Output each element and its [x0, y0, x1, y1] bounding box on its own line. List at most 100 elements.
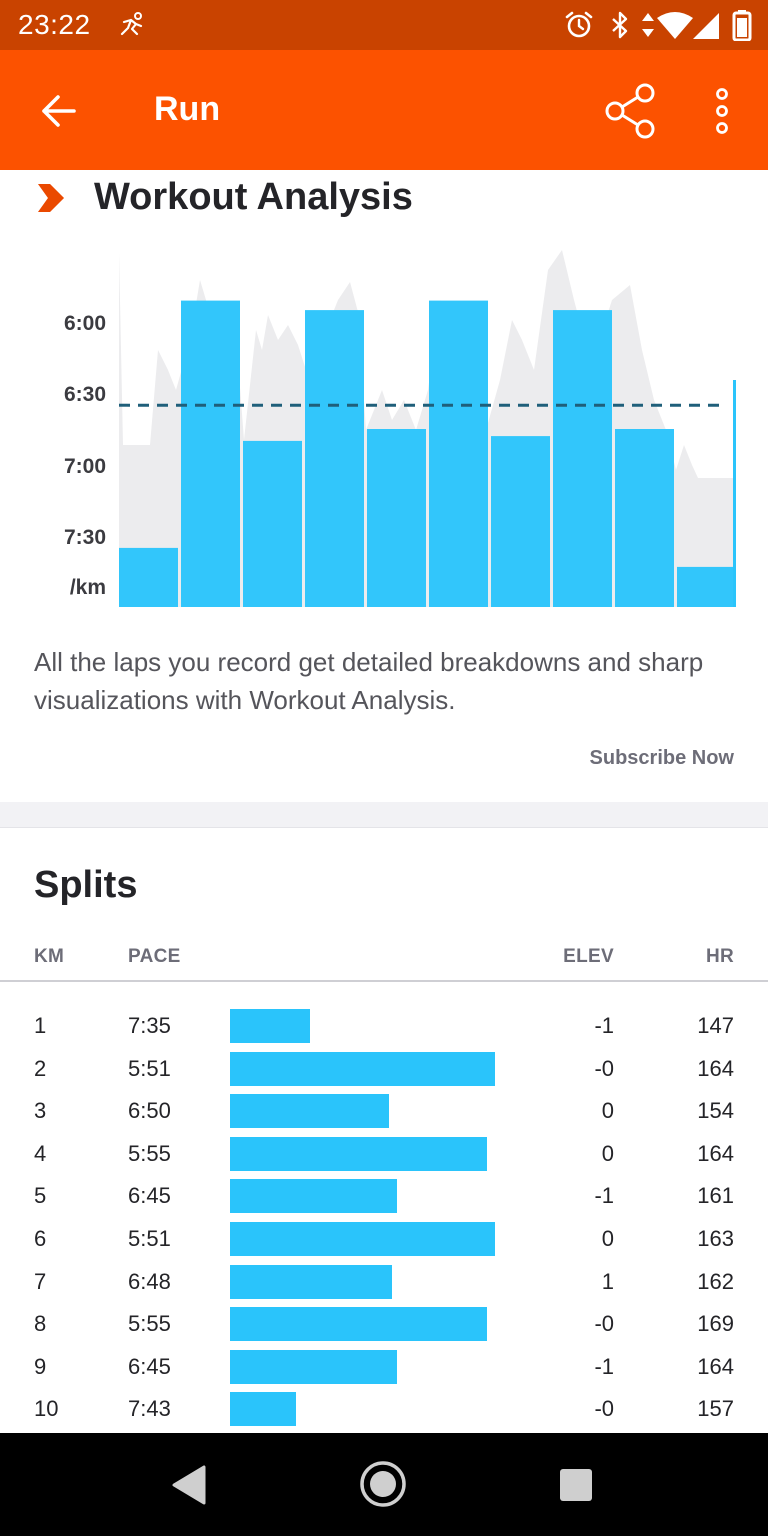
split-pace: 5:51 — [128, 1226, 171, 1251]
split-row: 9 6:45 -1 164 — [0, 1346, 768, 1389]
split-hr: 162 — [697, 1268, 734, 1294]
nav-home-button[interactable] — [358, 1459, 408, 1509]
split-km: 9 — [34, 1353, 47, 1379]
split-hr: 154 — [697, 1098, 734, 1124]
split-row: 2 5:51 -0 164 — [0, 1048, 768, 1091]
back-button[interactable] — [34, 86, 84, 136]
chevron-right-icon — [38, 184, 64, 212]
split-pace-bar — [230, 1264, 392, 1299]
split-row: 1 7:35 -1 147 — [0, 1005, 768, 1048]
splits-title: Splits — [34, 864, 138, 906]
split-pace: 5:51 — [128, 1055, 171, 1081]
split-elev: -0 — [594, 1396, 614, 1422]
split-elev: 1 — [601, 1268, 614, 1294]
split-km: 5 — [34, 1183, 47, 1209]
split-pace-bar — [230, 1009, 310, 1043]
system-nav-bar — [0, 1433, 768, 1536]
lap-bar — [677, 566, 736, 607]
chart-bars — [119, 300, 736, 607]
split-hr: 147 — [697, 1013, 734, 1038]
split-km: 8 — [34, 1311, 47, 1337]
split-elev: 0 — [601, 1098, 614, 1124]
nav-recent-square-icon — [560, 1469, 592, 1501]
app-bar: Run — [0, 50, 768, 170]
lap-bar — [119, 547, 178, 607]
nav-recent-button[interactable] — [558, 1467, 594, 1503]
split-pace-bar — [230, 1392, 296, 1427]
split-elev: 0 — [601, 1140, 614, 1166]
header-elev: ELEV — [563, 946, 614, 967]
split-pace: 6:50 — [128, 1098, 171, 1124]
split-elev: -1 — [594, 1183, 614, 1209]
running-person-icon — [120, 12, 143, 36]
split-km: 1 — [34, 1013, 47, 1038]
split-elev: -1 — [594, 1353, 614, 1379]
split-pace-bar — [230, 1222, 495, 1256]
nav-back-triangle-icon — [172, 1465, 206, 1505]
split-pace-bar — [230, 1094, 389, 1129]
share-button[interactable] — [600, 80, 662, 142]
split-hr: 157 — [697, 1396, 734, 1422]
split-pace: 6:48 — [128, 1268, 171, 1294]
split-pace: 6:45 — [128, 1353, 171, 1379]
header-pace: PACE — [128, 946, 181, 967]
split-elev: -0 — [594, 1055, 614, 1081]
section-divider — [0, 802, 768, 828]
nav-back-button[interactable] — [170, 1463, 210, 1507]
chart-current-position — [733, 380, 736, 607]
y-tick-label: 6:30 — [64, 383, 106, 406]
split-hr: 169 — [697, 1311, 734, 1337]
split-km: 6 — [34, 1226, 47, 1251]
split-pace: 7:43 — [128, 1396, 171, 1422]
split-row: 5 6:45 -1 161 — [0, 1175, 768, 1218]
more-vertical-icon — [716, 88, 728, 134]
split-pace-bar — [230, 1307, 487, 1342]
split-hr: 164 — [697, 1140, 734, 1166]
cell-signal-icon — [693, 13, 719, 39]
split-row: 6 5:51 0 163 — [0, 1218, 768, 1261]
nav-home-circle-icon — [360, 1461, 406, 1507]
split-pace-bar — [230, 1051, 495, 1086]
arrow-left-icon — [42, 95, 76, 127]
workout-analysis-description: All the laps you record get detailed bre… — [34, 647, 704, 715]
split-pace: 7:35 — [128, 1013, 171, 1038]
split-km: 10 — [34, 1396, 59, 1422]
split-pace: 5:55 — [128, 1140, 171, 1166]
split-elev: -1 — [594, 1013, 614, 1038]
subscribe-now-link[interactable]: Subscribe Now — [589, 747, 734, 769]
split-row: 7 6:48 1 162 — [0, 1261, 768, 1304]
split-pace: 5:55 — [128, 1311, 171, 1337]
lap-bar — [181, 300, 240, 607]
split-elev: 0 — [601, 1226, 614, 1251]
lap-bar — [491, 436, 550, 607]
battery-icon — [732, 10, 752, 41]
lap-bar — [429, 300, 488, 607]
split-hr: 164 — [697, 1055, 734, 1081]
header-hr: HR — [705, 946, 734, 967]
y-tick-label: 7:30 — [64, 526, 106, 549]
status-bar: 23:22 — [0, 0, 768, 50]
split-hr: 163 — [697, 1226, 734, 1251]
y-tick-label: 6:00 — [64, 312, 106, 335]
split-km: 2 — [34, 1055, 47, 1081]
lap-bar — [243, 440, 302, 607]
split-km: 7 — [34, 1268, 47, 1294]
splits-table-header: KM PACE ELEV HR — [0, 944, 768, 982]
split-pace-bar — [230, 1349, 397, 1384]
split-row: 4 5:55 0 164 — [0, 1133, 768, 1176]
bluetooth-icon — [612, 11, 628, 39]
split-pace-bar — [230, 1179, 397, 1214]
workout-analysis-chart: 6:00 6:30 7:00 7:30/km — [64, 250, 736, 607]
split-row: 3 6:50 0 154 — [0, 1090, 768, 1133]
split-row: 8 5:55 -0 169 — [0, 1303, 768, 1346]
split-pace-bar — [230, 1136, 487, 1171]
split-elev: -0 — [594, 1311, 614, 1337]
y-tick-label: 7:00 — [64, 455, 106, 478]
split-km: 4 — [34, 1140, 47, 1166]
more-options-button[interactable] — [700, 80, 744, 142]
alarm-clock-icon — [565, 11, 593, 38]
split-hr: 161 — [697, 1183, 734, 1209]
header-km: KM — [34, 946, 65, 967]
data-arrows-icon — [642, 13, 654, 37]
chart-y-axis: 6:00 6:30 7:00 7:30/km — [64, 312, 106, 599]
